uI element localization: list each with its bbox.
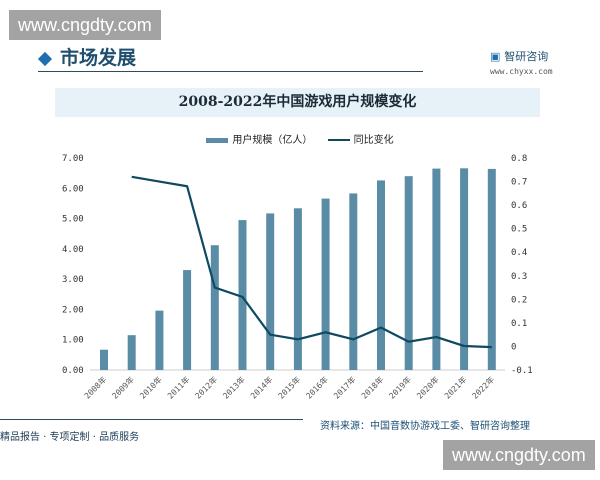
legend-bar-swatch	[206, 137, 229, 143]
logo: ▣ 智研咨询	[490, 50, 549, 63]
bar	[404, 176, 413, 370]
y-right-tick: 0.1	[511, 319, 527, 329]
watermark-top: www.cngdty.com	[9, 10, 161, 40]
y-right-tick: 0.2	[511, 295, 527, 305]
y-right-tick: -0.1	[511, 366, 533, 376]
y-right-tick: 0.6	[511, 201, 527, 211]
footer-tagline: 精品报告 · 专项定制 · 品质服务	[0, 432, 140, 443]
y-left-tick: 4.00	[62, 245, 84, 255]
x-tick: 2010年	[137, 374, 163, 400]
legend-line-swatch	[327, 139, 350, 141]
bar	[293, 208, 302, 370]
y-left-tick: 6.00	[62, 184, 84, 194]
x-tick: 2017年	[331, 374, 357, 400]
logo-url: www.chyxx.com	[490, 67, 553, 76]
y-right-tick: 0	[511, 342, 516, 352]
header-divider	[38, 71, 423, 72]
yoy-line	[131, 175, 492, 349]
x-tick: 2011年	[165, 374, 191, 400]
x-tick: 2008年	[82, 374, 108, 400]
section-title: 市场发展	[60, 47, 137, 69]
y-left-tick: 7.00	[62, 154, 84, 164]
y-right-tick: 0.7	[511, 178, 527, 188]
x-tick: 2016年	[304, 374, 330, 400]
bar	[155, 310, 164, 370]
bar	[321, 198, 330, 370]
y-left-tick: 1.00	[62, 336, 84, 346]
y-left-tick: 3.00	[62, 275, 84, 285]
chart: 0.00 1.00 2.00 3.00 4.00 5.00 6.00 7.00 -0.1 0 0.1…	[62, 154, 533, 401]
bar	[460, 168, 469, 370]
bar	[432, 168, 441, 370]
bar	[183, 270, 192, 370]
bar	[349, 193, 358, 370]
x-tick: 2020年	[414, 374, 440, 400]
watermark-bottom: www.cngdty.com	[443, 440, 595, 470]
bar	[210, 245, 219, 370]
legend: 用户规模（亿人） 同比变化	[0, 131, 600, 146]
x-tick: 2018年	[359, 374, 385, 400]
x-tick: 2012年	[193, 374, 219, 400]
y-right-tick: 0.4	[511, 248, 527, 258]
x-tick: 2009年	[110, 374, 136, 400]
x-tick: 2013年	[221, 374, 247, 400]
y-left-tick: 2.00	[62, 305, 84, 315]
y-right-tick: 0.3	[511, 272, 527, 282]
section-header: 市场发展	[37, 43, 137, 70]
x-tick: 2014年	[248, 374, 274, 400]
y-right-tick: 0.5	[511, 225, 527, 235]
y-left-tick: 0.00	[62, 366, 84, 376]
bar	[238, 220, 247, 370]
bar	[127, 335, 136, 370]
bar	[100, 349, 108, 370]
x-tick: 2015年	[276, 374, 302, 400]
x-tick: 2019年	[387, 374, 413, 400]
x-tick: 2022年	[470, 374, 496, 400]
y-right-tick: 0.8	[511, 154, 527, 164]
y-left-tick: 5.00	[62, 215, 84, 225]
x-tick: 2021年	[442, 374, 468, 400]
logo-text: 智研咨询	[504, 50, 549, 63]
bar	[266, 213, 275, 370]
bar	[487, 168, 496, 370]
footer-divider	[0, 419, 303, 420]
source-note: 资料来源：中国音数协游戏工委、智研咨询整理	[320, 421, 530, 432]
legend-bar-label: 用户规模（亿人）	[232, 135, 313, 146]
chart-title: 2008-2022年中国游戏用户规模变化	[55, 88, 540, 117]
legend-line-label: 同比变化	[353, 135, 394, 146]
bar	[377, 180, 385, 370]
